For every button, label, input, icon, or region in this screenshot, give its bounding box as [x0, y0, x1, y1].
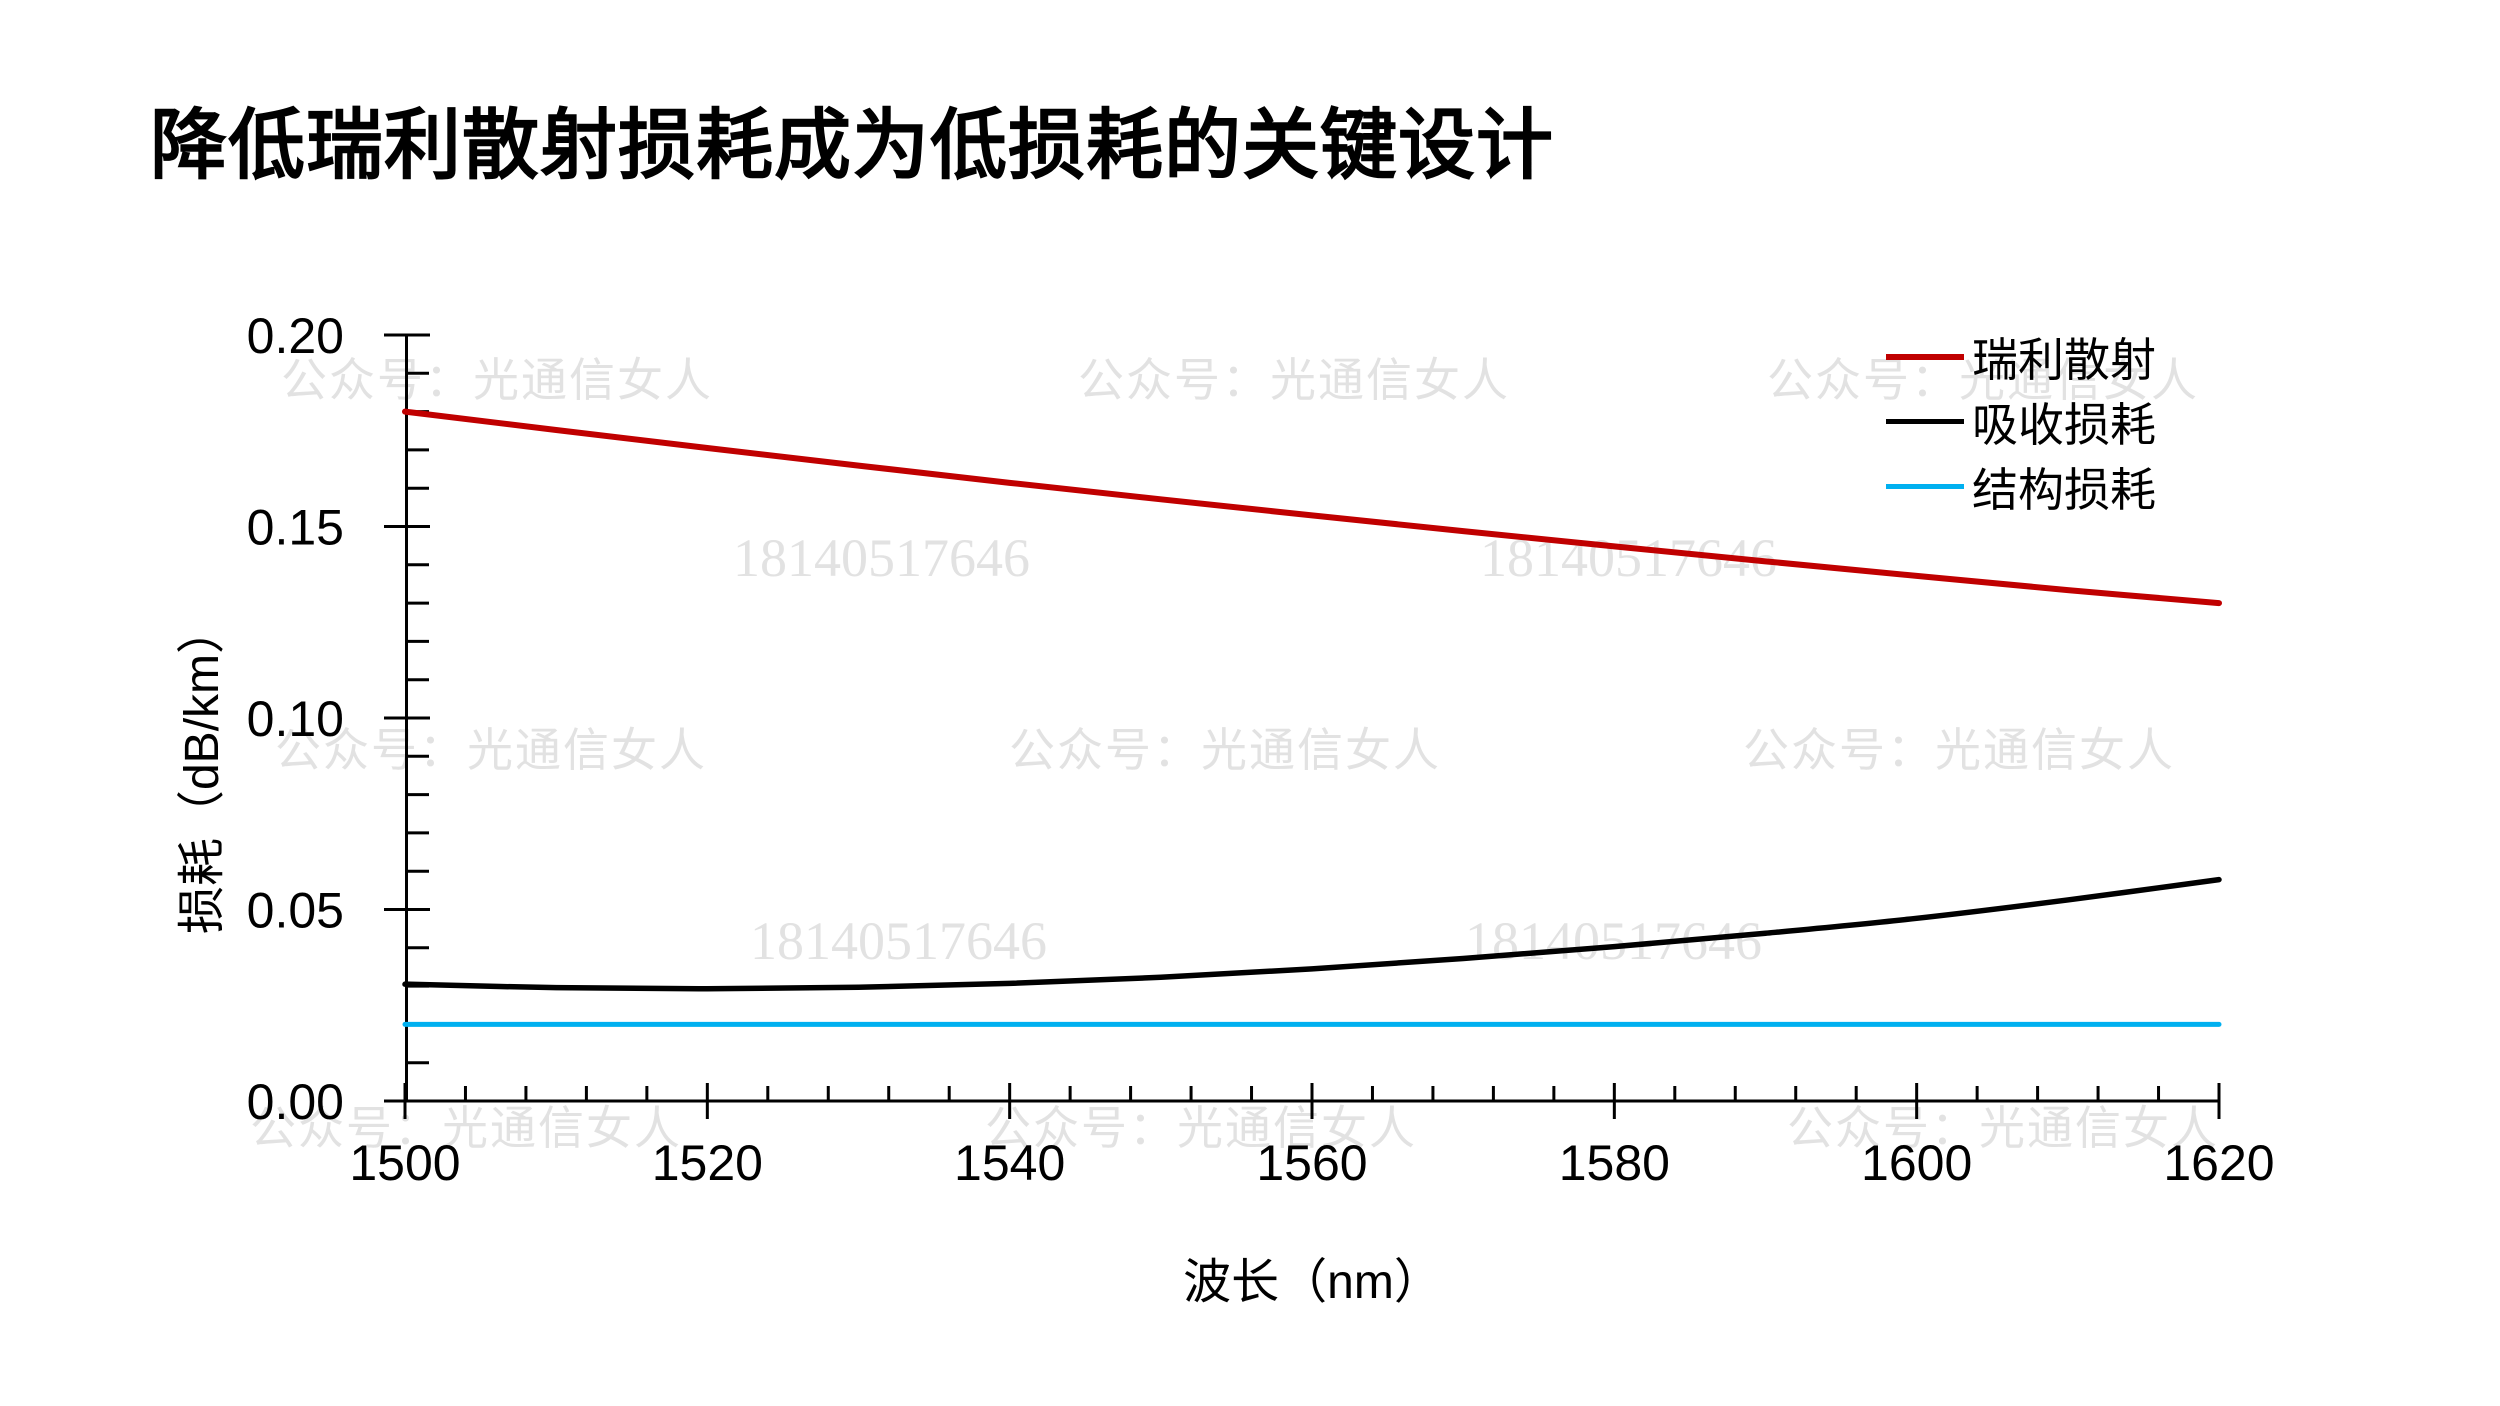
watermark-account: 公众号：光通信女人 [1743, 724, 2175, 776]
y-tick-label: 0.00 [247, 1074, 344, 1130]
legend-label-rayleigh-scattering: 瑞利散射 [1972, 333, 2156, 386]
watermark-account: 公众号：光通信女人 [275, 724, 707, 776]
watermark-phone: 18140517646 [733, 528, 1030, 588]
watermark-phone: 18140517646 [750, 911, 1047, 971]
y-axis-title: 损耗（dB/km） [176, 605, 229, 935]
y-tick-label: 0.20 [247, 308, 344, 364]
watermark-phone: 18140517646 [1465, 911, 1762, 971]
watermark-account: 公众号：光通信女人 [1767, 354, 2199, 406]
y-tick-label: 0.10 [247, 691, 344, 747]
series-lines [402, 408, 2222, 1027]
y-tick-label: 0.15 [247, 500, 344, 556]
watermark-account: 公众号：光通信女人 [1787, 1102, 2219, 1154]
legend-swatch-rayleigh-scattering [1886, 353, 1964, 360]
legend-swatch-absorption-loss [1886, 419, 1964, 424]
x-axis-title: 波长（nm） [1183, 1256, 1442, 1309]
legend-item-absorption-loss: 吸收损耗 [1886, 389, 2156, 454]
axis-ticks [384, 333, 2221, 1119]
legend-label-absorption-loss: 吸收损耗 [1972, 398, 2156, 451]
series-line-rayleigh-scattering [402, 408, 2222, 607]
axes [403, 333, 2221, 1103]
legend-label-structural-loss: 结构损耗 [1972, 463, 2156, 516]
x-tick-label: 1580 [1559, 1135, 1670, 1191]
watermark-account: 公众号：光通信女人 [281, 354, 713, 406]
x-tick-label: 1520 [652, 1135, 763, 1191]
chart-legend: 瑞利散射吸收损耗结构损耗 [1886, 324, 2156, 519]
watermark-account: 公众号：光通信女人 [250, 1102, 682, 1154]
legend-item-rayleigh-scattering: 瑞利散射 [1886, 324, 2156, 389]
x-tick-label: 1600 [1861, 1135, 1972, 1191]
watermark-account: 公众号：光通信女人 [985, 1102, 1417, 1154]
page-title: 降低瑞利散射损耗成为低损耗的关键设计 [150, 103, 1554, 189]
watermark-account: 公众号：光通信女人 [1078, 354, 1510, 406]
x-tick-label: 1620 [2163, 1135, 2274, 1191]
x-tick-label: 1500 [349, 1135, 460, 1191]
legend-swatch-structural-loss [1886, 484, 1964, 489]
watermark-account: 公众号：光通信女人 [1009, 724, 1441, 776]
tick-labels: 0.00 0.05 0.10 0.15 0.20 1500 1520 1540 1560 1580… [247, 308, 2275, 1191]
x-tick-label: 1540 [954, 1135, 1065, 1191]
y-tick-label: 0.05 [247, 883, 344, 939]
series-line-absorption-loss [402, 876, 2222, 992]
legend-item-structural-loss: 结构损耗 [1886, 454, 2156, 519]
x-tick-label: 1560 [1256, 1135, 1367, 1191]
